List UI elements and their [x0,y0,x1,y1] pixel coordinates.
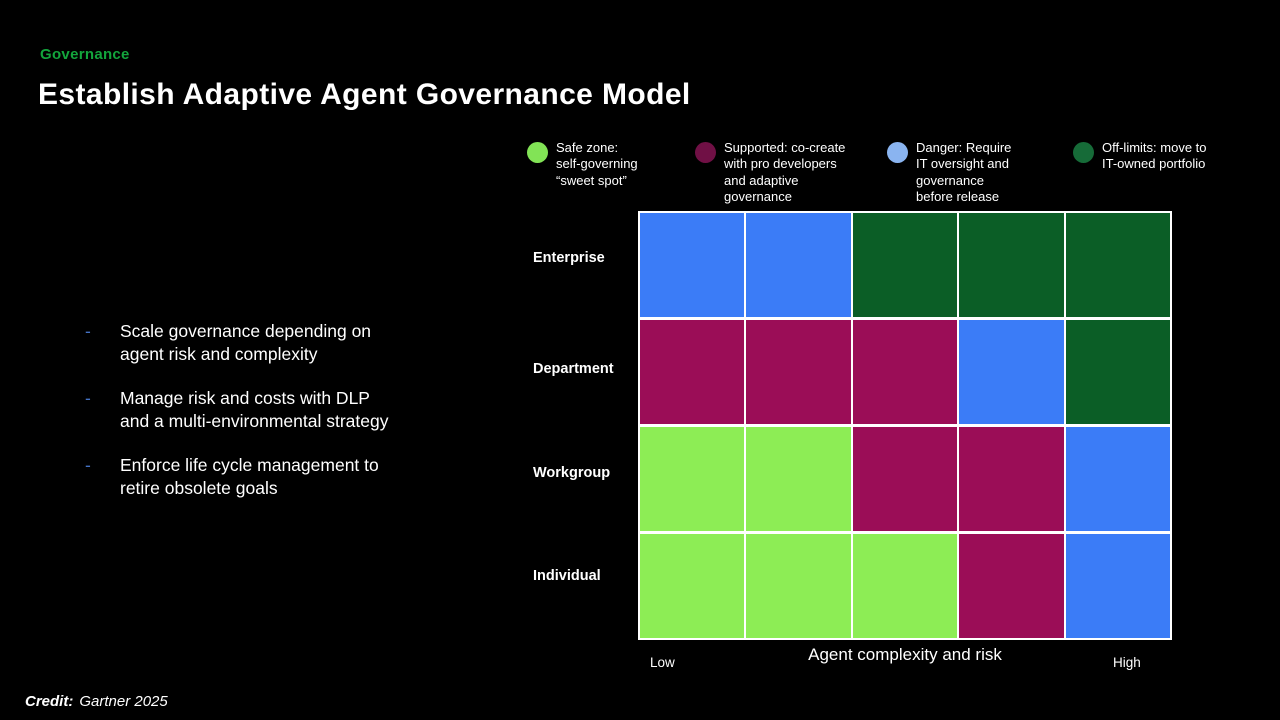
heatmap-cell-2-2 [852,427,958,531]
bullet-text: Scale governance depending on agent risk… [120,321,372,364]
legend-item-supported: Supported: co-create with pro developers… [695,140,845,206]
legend-item-danger: Danger: Require IT oversight and governa… [887,140,1011,206]
heatmap-cell-3-0 [640,534,745,638]
safe-zone-dot-icon [527,142,548,163]
heatmap-cell-1-0 [640,320,745,424]
legend-label: Supported: co-create with pro developers… [724,140,846,205]
credit-line: Credit: Gartner 2025 [25,693,168,710]
list-item: - Scale governance depending on agent ris… [85,320,515,366]
row-label-enterprise: Enterprise [533,250,605,266]
heatmap-cell-0-3 [959,213,1064,317]
heatmap-cell-0-2 [852,213,958,317]
bullet-dash: - [85,455,91,475]
bullet-text: Enforce life cycle management to retire … [120,455,379,498]
legend-label: Off-limits: move to IT-owned portfolio [1102,140,1207,172]
heatmap-cell-0-1 [746,213,851,317]
heatmap-cell-3-1 [746,534,851,638]
heatmap-cell-1-2 [852,320,958,424]
heatmap-cell-0-0 [640,213,745,317]
heatmap-cell-2-1 [746,427,851,531]
heatmap-cell-3-3 [959,534,1064,638]
x-axis-min-label: Low [650,655,675,670]
heatmap-cell-3-2 [852,534,958,638]
x-axis-title: Agent complexity and risk [808,645,1002,664]
bullet-list: - Scale governance depending on agent ris… [85,320,515,521]
heatmap-cell-0-4 [1065,213,1170,317]
row-label-department: Department [533,361,614,377]
eyebrow-label: Governance [40,46,130,63]
heatmap-cell-1-1 [746,320,851,424]
row-label-workgroup: Workgroup [533,465,611,481]
x-axis-max-label: High [1113,655,1141,670]
row-label-individual: Individual [533,568,601,584]
legend-label: Safe zone: self-governing “sweet spot” [556,140,638,188]
list-item: - Enforce life cycle management to retire… [85,454,515,500]
heatmap-grid [638,211,1172,640]
supported-dot-icon [695,142,716,163]
list-item: - Manage risk and costs with DLP and a mu… [85,387,515,433]
heatmap-cell-1-3 [959,320,1064,424]
page-title: Establish Adaptive Agent Governance Mode… [38,78,691,111]
credit-label: Credit: [25,693,74,710]
bullet-text: Manage risk and costs with DLP and a mul… [120,388,389,431]
heatmap-cell-2-3 [959,427,1064,531]
legend-label: Danger: Require IT oversight and governa… [916,140,1012,205]
heatmap-cell-2-0 [640,427,745,531]
heatmap-cell-1-4 [1065,320,1170,424]
danger-dot-icon [887,142,908,163]
heatmap-cell-2-4 [1065,427,1170,531]
legend-item-safe-zone: Safe zone: self-governing “sweet spot” [527,140,638,189]
credit-text: Gartner 2025 [79,693,168,710]
legend-item-off-limits: Off-limits: move to IT-owned portfolio [1073,140,1207,173]
off-limits-dot-icon [1073,142,1094,163]
heatmap-cell-3-4 [1065,534,1170,638]
bullet-dash: - [85,321,91,341]
bullet-dash: - [85,388,91,408]
